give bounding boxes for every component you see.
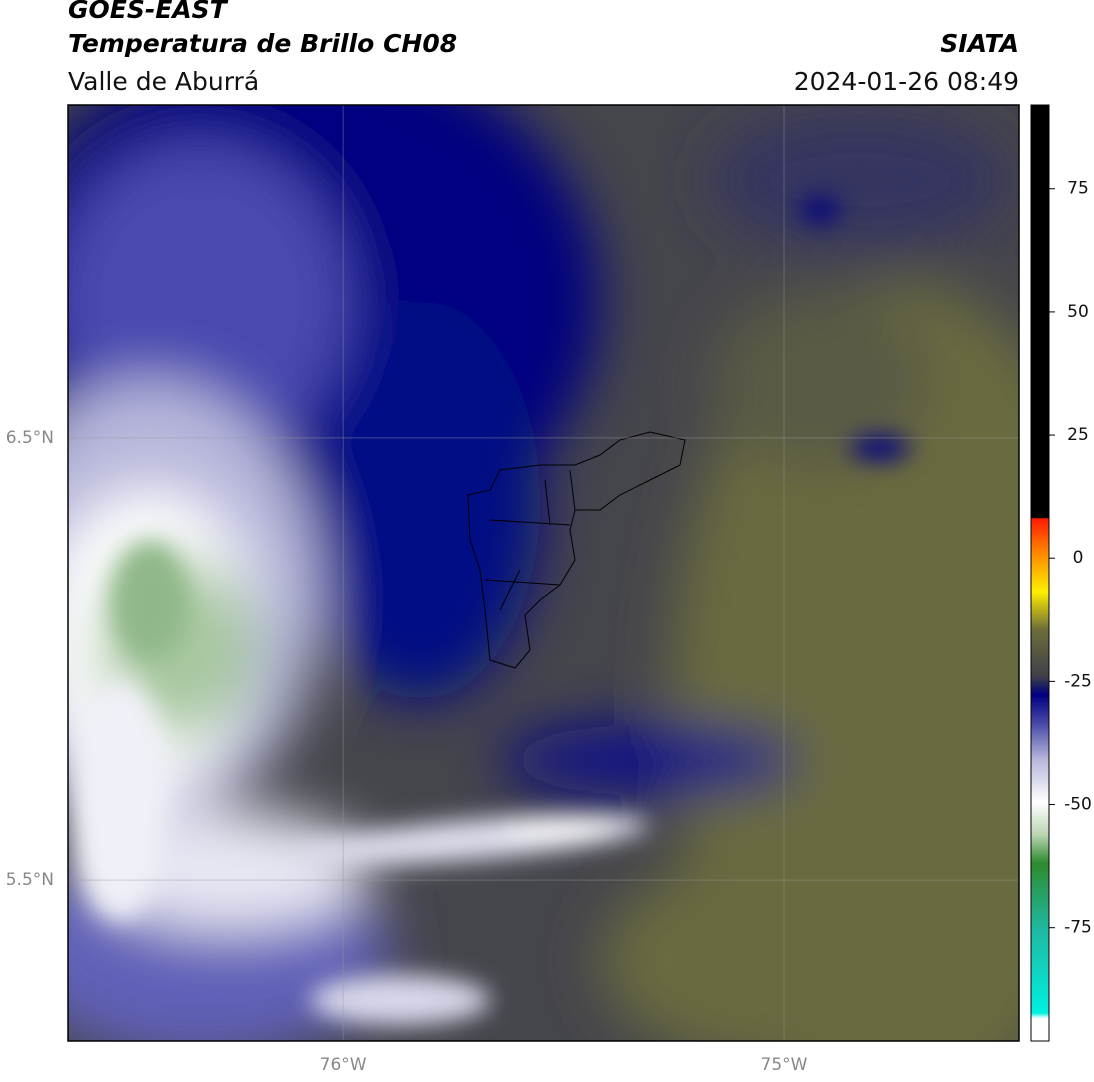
boundaries xyxy=(467,431,686,669)
colorbar-tick-label: 50 xyxy=(1067,302,1089,322)
title: GOES-EAST xyxy=(68,0,229,24)
source: SIATA xyxy=(940,29,1019,58)
colorbar-tick-label: -50 xyxy=(1064,795,1092,815)
colorbar xyxy=(1030,104,1050,1042)
colorbar-tick-label: 75 xyxy=(1067,179,1089,199)
colorbar-tick-label: -75 xyxy=(1064,918,1092,938)
y-tick-label: 5.5°N xyxy=(6,870,54,890)
colorbar-tick-label: 25 xyxy=(1067,425,1089,445)
y-tick-label: 6.5°N xyxy=(6,428,54,448)
x-tick-label: 75°W xyxy=(761,1055,808,1075)
map-frame xyxy=(67,104,1020,1042)
colorbar-tick-label: -25 xyxy=(1064,671,1092,691)
region: Valle de Aburrá xyxy=(68,67,259,96)
timestamp: 2024-01-26 08:49 xyxy=(794,67,1019,96)
colorbar-tick-label: 0 xyxy=(1073,548,1084,568)
subtitle: Temperatura de Brillo CH08 xyxy=(68,29,457,58)
satellite-image xyxy=(68,105,1019,1041)
x-tick-label: 76°W xyxy=(320,1055,367,1075)
